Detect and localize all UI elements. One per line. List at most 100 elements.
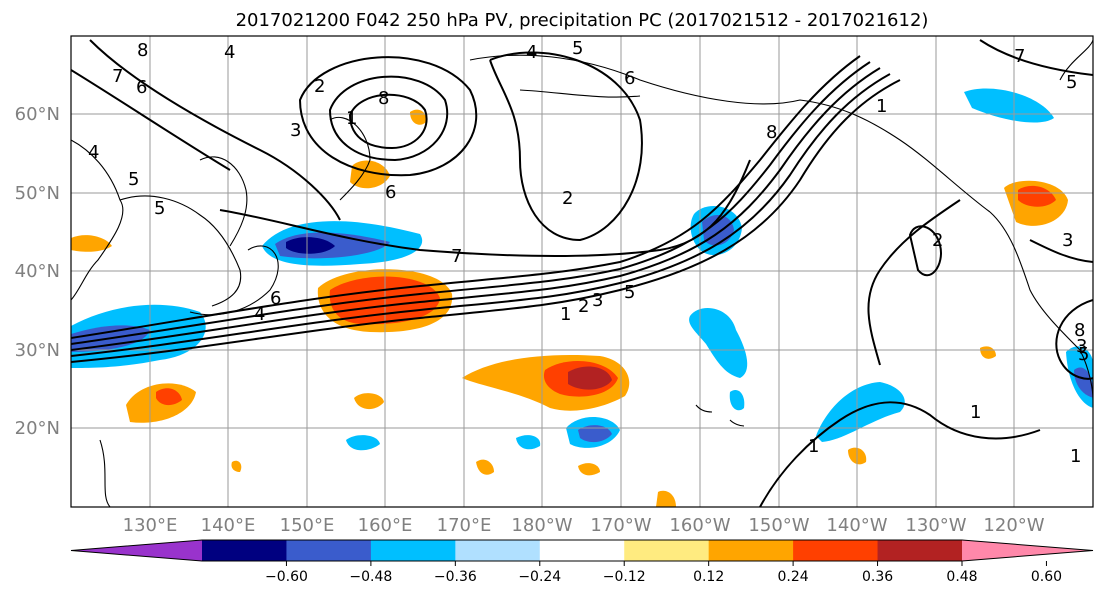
svg-text:2: 2 [562,188,573,209]
lon-label: 170°W [590,515,651,536]
pv-contour-north-west-2 [71,69,231,171]
svg-text:5: 5 [572,38,583,59]
svg-text:6: 6 [136,77,147,98]
colorbar-tick-label: −0.12 [603,569,646,585]
colorbar-bin [793,540,879,561]
svg-text:3: 3 [290,120,301,141]
pv-contour-ne [979,39,1093,76]
map-frame [70,35,1094,508]
svg-text:5: 5 [1066,72,1077,93]
lon-label: 160°E [358,515,413,536]
colorbar-bin [877,540,963,561]
svg-text:5: 5 [624,282,635,303]
pv-contours [71,39,1093,507]
svg-text:3: 3 [1076,336,1087,357]
svg-text:2: 2 [578,296,589,317]
lon-label: 130°E [123,515,178,536]
colorbar-tick-label: 0.24 [778,569,809,585]
coast-alaska [469,54,991,213]
svg-text:4: 4 [254,304,265,325]
pv-contour-jet-4 [71,61,871,345]
colorbar-bin [455,540,541,561]
svg-text:4: 4 [526,42,537,63]
pv-contour-north-west [89,39,341,221]
colorbar: −0.60 −0.48 −0.36 −0.24 −0.12 0.12 0.24 0.36 0.4… [70,539,1094,585]
contour-labels: 8 7 6 4 2 3 5 4 1 8 6 5 7 4 6 5 2 1 1 3 … [88,38,1089,467]
pv-contour-ring-1 [298,56,478,177]
lon-label: 140°E [201,515,256,536]
pv-contour-se-ring [1055,299,1093,380]
svg-text:5: 5 [154,198,165,219]
longitude-labels: 130°E 140°E 150°E 160°E 170°E 180°W 170°… [123,515,1045,536]
latitude-labels: 20°N 30°N 40°N 50°N 60°N [15,104,60,439]
svg-text:3: 3 [1062,230,1073,251]
svg-text:2: 2 [932,230,943,251]
lon-label: 130°W [905,515,966,536]
lon-label: 120°W [983,515,1044,536]
svg-text:6: 6 [385,182,396,203]
colorbar-outline [70,539,1094,562]
svg-text:1: 1 [876,96,887,117]
colorbar-tick-label: −0.48 [349,569,392,585]
pv-contour-jet-2 [71,73,891,357]
lon-label: 140°W [826,515,887,536]
lat-label: 30°N [15,340,60,361]
svg-text:7: 7 [451,246,462,267]
lon-label: 150°W [748,515,809,536]
svg-text:4: 4 [88,142,99,163]
lat-label: 40°N [15,261,60,282]
colorbar-tick-label: −0.24 [518,569,561,585]
colorbar-bin [539,540,625,561]
svg-text:4: 4 [224,42,235,63]
svg-text:6: 6 [270,288,281,309]
map-title: 2017021200 F042 250 hPa PV, precipitatio… [236,10,929,31]
colorbar-tick-label: 0.60 [1031,569,1062,585]
svg-text:1: 1 [560,304,571,325]
pv-contour-jet-1 [71,79,901,363]
svg-text:8: 8 [378,88,389,109]
svg-text:2: 2 [314,76,325,97]
lat-label: 20°N [15,418,60,439]
pv-contour-oval-east [908,225,942,277]
colorbar-extend-min [71,540,202,561]
pv-contour-ring-2 [328,75,449,162]
svg-text:1: 1 [346,108,357,129]
svg-text:7: 7 [1014,46,1025,67]
coast-kamchatka [329,117,371,201]
svg-text:6: 6 [624,68,635,89]
svg-text:8: 8 [137,40,148,61]
svg-text:5: 5 [128,169,139,190]
lon-label: 170°E [437,515,492,536]
lat-label: 50°N [15,183,60,204]
colorbar-bin [202,540,287,561]
svg-text:5: 5 [1078,344,1089,365]
colorbar-tick-label: 0.36 [862,569,893,585]
svg-text:8: 8 [766,122,777,143]
pv-contour-jet-3 [71,67,881,351]
svg-text:8: 8 [1074,320,1085,341]
pv-contour-south-1 [759,401,1041,507]
pv-contour-jet-5 [71,55,861,339]
lon-label: 180°W [511,515,572,536]
map-content: 8 7 6 4 2 3 5 4 1 8 6 5 7 4 6 5 2 1 1 3 … [71,36,1093,507]
colorbar-tick-label: 0.12 [693,569,724,585]
svg-text:1: 1 [970,402,981,423]
lon-label: 150°E [280,515,335,536]
svg-text:3: 3 [592,290,603,311]
gridlines [71,36,1093,507]
svg-text:1: 1 [808,436,819,457]
coastlines [71,39,1093,507]
pv-contour-7 [219,159,751,257]
colorbar-bin [370,540,456,561]
colorbar-tick-label: −0.36 [434,569,477,585]
colorbar-tick-label: −0.60 [265,569,308,585]
lat-label: 60°N [15,104,60,125]
pv-contour-lobe [489,51,643,242]
coast-north-america [989,211,1093,401]
lon-label: 160°W [669,515,730,536]
svg-text:1: 1 [1070,446,1081,467]
colorbar-bin [286,540,372,561]
colorbar-extend-max [962,540,1093,561]
colorbar-bin [624,540,710,561]
